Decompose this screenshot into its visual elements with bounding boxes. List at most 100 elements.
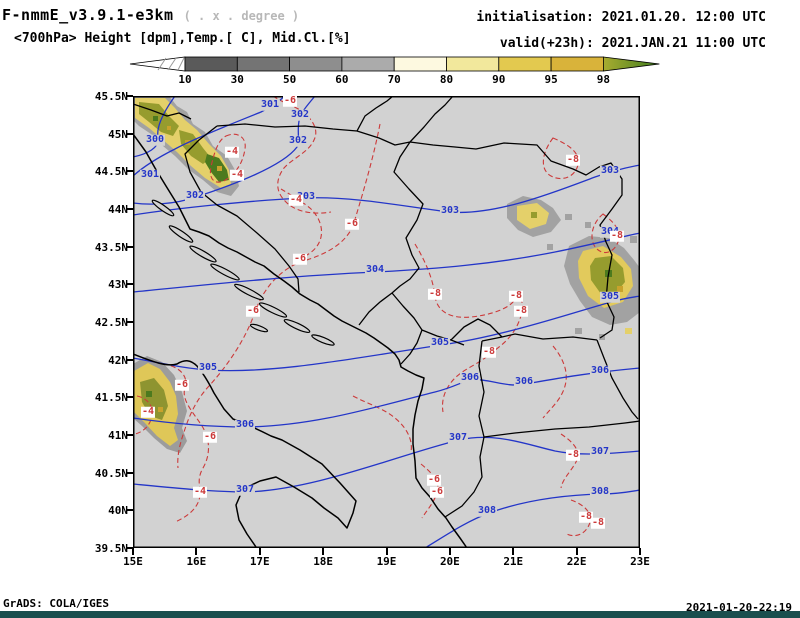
lon-axis-label: 22E (566, 555, 587, 568)
cloud-pixel (547, 244, 553, 250)
lat-axis-tick (126, 95, 133, 97)
lat-axis-label: 40.5N (94, 466, 128, 480)
cloud-pixel (153, 116, 158, 121)
island (189, 245, 217, 263)
cloud-pixel (617, 286, 623, 292)
height-contour-306 (132, 367, 641, 428)
lat-axis-tick (126, 509, 133, 512)
lat-axis-label: 41N (108, 429, 128, 442)
temp-contour (209, 133, 246, 183)
colorbar-tick-label: 95 (544, 73, 558, 86)
height-contour-303 (132, 164, 641, 216)
lon-axis-tick (132, 548, 134, 555)
cloud-dense (179, 130, 211, 164)
italy-coastline (132, 353, 357, 549)
lon-axis-label: 15E (123, 555, 143, 568)
hatch-line (167, 57, 177, 71)
cloud-pixel (531, 212, 537, 218)
island (311, 334, 335, 346)
cloud-pixel (167, 126, 171, 130)
hatch-line (157, 57, 167, 71)
lat-axis-label: 45.5N (94, 90, 128, 103)
colorbar-tick-labels: 10 30 50 60 70 80 90 95 98 (128, 73, 663, 87)
colorbar-above-max-arrow (602, 56, 660, 72)
cloud-pixel (585, 222, 591, 228)
colorbar-tick-label: 98 (596, 73, 611, 86)
island (258, 302, 288, 318)
cloud-pixel (630, 236, 637, 243)
lon-axis-tick (639, 548, 641, 555)
lat-axis-tick (126, 132, 133, 135)
colorbar-tick-label: 10 (178, 73, 192, 86)
lat-axis-label: 39.5N (94, 542, 128, 555)
map-area (132, 95, 641, 549)
lon-axis-tick (448, 548, 451, 555)
lon-axis-tick (512, 548, 515, 555)
grads-credit: GrADS: COLA/IGES (3, 597, 109, 610)
lat-axis-label: 41.5N (94, 391, 128, 405)
cloud-pixel (146, 391, 152, 397)
cloud-pixel (158, 407, 163, 412)
hatch-line (177, 57, 185, 71)
header-times: initialisation: 2021.01.20. 12:00 UTC va… (476, 5, 766, 57)
lon-axis-tick (385, 548, 388, 555)
lat-axis-tick (126, 471, 133, 474)
colorbar-segment (393, 56, 447, 72)
height-contour-304 (132, 232, 641, 293)
colorbar-tick-label: 70 (387, 73, 401, 86)
colorbar-tick-label: 50 (282, 73, 297, 86)
lat-axis-label: 44N (108, 203, 128, 216)
island (168, 225, 194, 243)
island (249, 323, 269, 333)
colorbar-segment (184, 56, 238, 72)
colorbar-canvas (129, 56, 660, 72)
lat-axis-label: 43N (108, 278, 128, 292)
lat-axis-label: 42.5N (94, 316, 128, 329)
temp-contour (352, 395, 412, 453)
colorbar-below-min-arrow (129, 56, 186, 72)
national-borders (132, 95, 641, 518)
lon-axis-label: 20E (439, 555, 460, 568)
temp-contour (272, 95, 332, 214)
lon-axis-label: 23E (630, 555, 650, 568)
colorbar-segment (289, 56, 343, 72)
island (210, 263, 240, 281)
lat-axis-label: 44.5N (94, 165, 128, 179)
lat-axis-tick (126, 434, 133, 436)
colorbar-tick-label: 30 (230, 73, 244, 86)
lat-axis-tick (126, 547, 133, 549)
adriatic-east-coastline (132, 133, 468, 549)
lon-axis-tick (195, 548, 198, 555)
lat-axis-tick (126, 245, 133, 248)
island (234, 283, 264, 301)
colorbar-tick-label: 60 (335, 73, 349, 86)
lon-axis-label: 16E (186, 555, 207, 568)
temp-contour (542, 345, 567, 419)
lat-axis-label: 43.5N (94, 240, 128, 254)
lat-axis-tick (126, 321, 133, 323)
cloud-cover-colorbar (128, 56, 663, 72)
island (151, 199, 175, 217)
initialisation-time: initialisation: 2021.01.20. 12:00 UTC (476, 10, 766, 25)
colorbar-tick-label: 80 (439, 73, 454, 86)
lat-axis-tick (126, 358, 133, 361)
lon-axis-label: 19E (376, 555, 397, 568)
creation-timestamp: 2021-01-20-22:19 (686, 601, 792, 614)
lat-axis-label: 40N (108, 504, 128, 518)
colorbar-segment (341, 56, 395, 72)
field-title: <700hPa> Height [dpm],Temp.[ C], Mid.Cl.… (14, 31, 351, 46)
colorbar-segment (550, 56, 604, 72)
cloud-pixel (625, 328, 632, 334)
lon-axis-label: 17E (249, 555, 270, 568)
colorbar-segment (236, 56, 291, 72)
colorbar-segment (446, 56, 500, 72)
map-canvas (132, 95, 641, 549)
dalmatian-islands (151, 199, 335, 346)
lat-axis-label: 45N (108, 127, 128, 141)
model-subtitle: ( . x . degree ) (183, 9, 300, 23)
cloud-pixel (565, 214, 572, 220)
lon-axis-tick (575, 548, 578, 555)
cloud-pixel (575, 328, 582, 334)
island (283, 318, 311, 334)
